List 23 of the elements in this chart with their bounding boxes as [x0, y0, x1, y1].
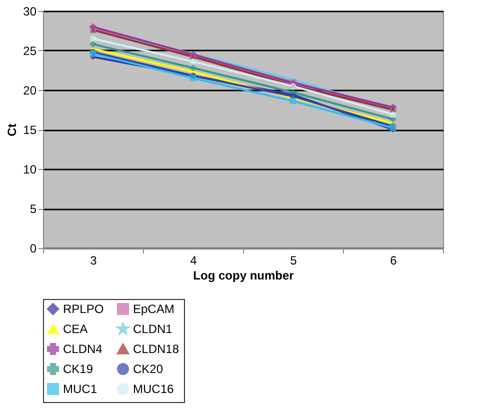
- x-tick-label: 6: [390, 254, 398, 268]
- y-tick-label: 0: [30, 242, 37, 256]
- y-tick-label: 30: [23, 4, 37, 18]
- y-tick-label: 15: [23, 123, 37, 137]
- y-tick-label: 25: [23, 44, 37, 58]
- x-tick-label: 5: [290, 254, 298, 268]
- legend-label: EpCAM: [133, 302, 174, 316]
- y-axis-title: Ct: [5, 124, 20, 136]
- x-axis-title: Log copy number: [193, 268, 294, 282]
- legend-label: CK20: [133, 362, 164, 376]
- legend-label: CLDN4: [63, 342, 103, 356]
- x-tick-label: 4: [190, 254, 198, 268]
- x-tick-label: 3: [90, 254, 98, 268]
- legend-label: CK19: [63, 362, 94, 376]
- legend-label: CEA: [63, 322, 88, 336]
- legend-label: CLDN1: [133, 322, 173, 336]
- y-tick-label: 10: [23, 162, 37, 176]
- legend-label: MUC1: [63, 382, 98, 396]
- legend-label: MUC16: [133, 382, 174, 396]
- legend-label: RPLPO: [63, 302, 104, 316]
- legend-label: CLDN18: [133, 342, 180, 356]
- y-tick-label: 5: [30, 202, 37, 216]
- y-tick-label: 20: [23, 84, 37, 98]
